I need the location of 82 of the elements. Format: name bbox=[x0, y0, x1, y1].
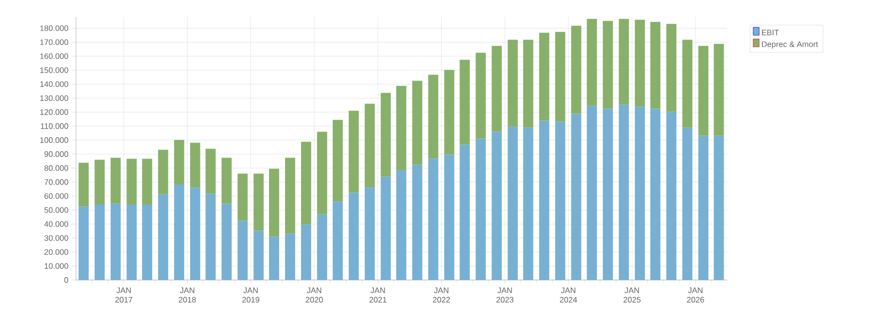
bar bbox=[110, 158, 121, 204]
bar bbox=[380, 176, 391, 280]
bar bbox=[158, 194, 168, 280]
bar bbox=[539, 120, 550, 280]
bar bbox=[348, 192, 359, 280]
bar bbox=[332, 202, 343, 280]
bar bbox=[142, 158, 152, 204]
bar bbox=[110, 204, 121, 280]
bar bbox=[492, 46, 502, 132]
bar bbox=[618, 18, 629, 105]
bar bbox=[332, 120, 343, 202]
bar bbox=[682, 40, 692, 128]
bar bbox=[618, 104, 629, 280]
bar bbox=[698, 46, 708, 136]
bar bbox=[666, 24, 676, 112]
bar bbox=[285, 234, 296, 280]
bar bbox=[206, 148, 216, 194]
bar bbox=[174, 184, 184, 280]
bar bbox=[523, 40, 534, 128]
bar bbox=[555, 32, 566, 122]
bar bbox=[476, 138, 486, 280]
bar bbox=[634, 106, 645, 280]
bar bbox=[428, 158, 438, 280]
bar bbox=[222, 158, 232, 204]
bar bbox=[586, 106, 597, 280]
bar bbox=[94, 160, 105, 204]
bar bbox=[508, 40, 518, 127]
bar bbox=[460, 60, 470, 145]
bar bbox=[555, 122, 566, 280]
bar bbox=[444, 154, 454, 280]
bar bbox=[364, 104, 375, 188]
bar bbox=[539, 32, 550, 121]
bar bbox=[602, 20, 613, 109]
bar bbox=[586, 18, 597, 106]
bar bbox=[523, 128, 534, 280]
bar bbox=[650, 108, 660, 280]
bar bbox=[254, 174, 264, 231]
bar bbox=[269, 168, 280, 237]
bar bbox=[126, 204, 137, 280]
bar bbox=[348, 110, 359, 193]
bar bbox=[142, 204, 152, 280]
bar bbox=[301, 224, 312, 280]
bar bbox=[602, 108, 613, 280]
bar bbox=[126, 158, 137, 204]
bar bbox=[190, 142, 200, 188]
bar bbox=[222, 204, 232, 280]
bar bbox=[460, 144, 470, 280]
bar bbox=[396, 86, 406, 170]
bar bbox=[94, 204, 105, 280]
bar bbox=[317, 132, 328, 214]
bar bbox=[492, 132, 502, 280]
bar bbox=[428, 74, 438, 159]
bar bbox=[269, 236, 280, 280]
bar bbox=[254, 230, 264, 280]
bar bbox=[364, 188, 375, 280]
bar bbox=[571, 26, 582, 114]
bar bbox=[682, 128, 692, 280]
bar bbox=[285, 158, 296, 234]
bar bbox=[634, 20, 645, 107]
bar bbox=[412, 164, 422, 280]
bar bbox=[666, 112, 676, 280]
bar bbox=[698, 136, 708, 280]
bar bbox=[206, 194, 216, 280]
bar bbox=[444, 70, 454, 155]
bar bbox=[238, 220, 248, 280]
bar bbox=[396, 170, 406, 280]
bar bbox=[650, 22, 660, 109]
bar bbox=[571, 114, 582, 280]
bar bbox=[301, 142, 312, 224]
bar bbox=[317, 214, 328, 280]
bar bbox=[78, 206, 89, 280]
bar bbox=[714, 44, 724, 136]
bar bbox=[190, 188, 200, 280]
bar bbox=[78, 162, 89, 207]
bar bbox=[158, 150, 168, 194]
bar bbox=[476, 52, 486, 139]
bar bbox=[714, 136, 724, 280]
bar bbox=[412, 80, 422, 165]
bar bbox=[174, 140, 184, 184]
bar bbox=[380, 92, 391, 177]
bar bbox=[238, 174, 248, 221]
bar bbox=[508, 126, 518, 280]
